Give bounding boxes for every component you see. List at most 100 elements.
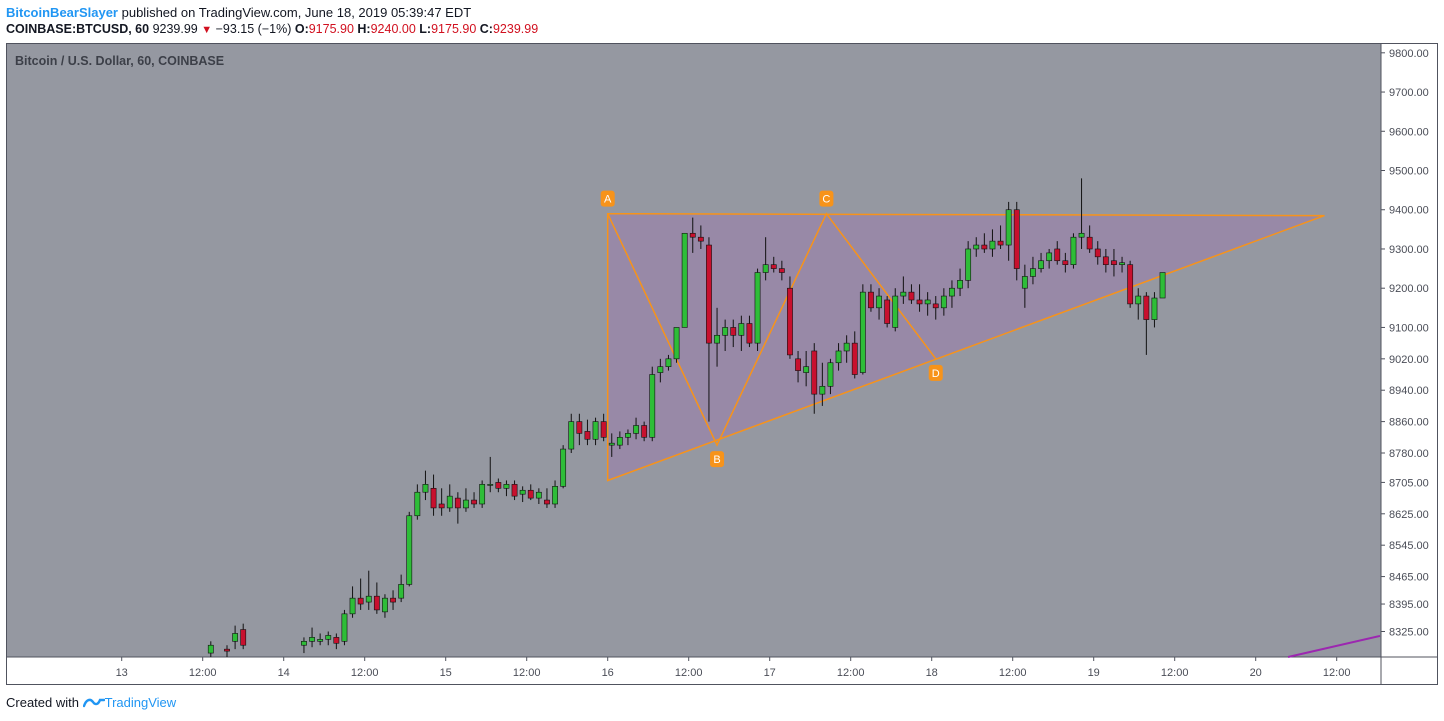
candle[interactable] [1111, 248, 1117, 277]
candle[interactable] [503, 480, 510, 497]
candle[interactable] [357, 578, 364, 610]
candle[interactable] [406, 511, 413, 587]
pattern-point-d[interactable]: D [928, 364, 943, 381]
candle[interactable] [892, 288, 899, 332]
candle[interactable] [706, 237, 712, 422]
candle[interactable] [884, 296, 891, 328]
candle[interactable] [1030, 256, 1036, 285]
candle[interactable] [349, 586, 356, 618]
candle[interactable] [681, 232, 688, 328]
candle[interactable] [430, 474, 437, 516]
candle[interactable] [1094, 241, 1101, 265]
candle[interactable] [770, 256, 777, 273]
candle[interactable] [1135, 288, 1142, 320]
candle[interactable] [722, 319, 729, 351]
chart-area[interactable]: A B C D 9800.00 9700.00 9600.00 9500.00 9400.00… [6, 43, 1438, 685]
candle[interactable] [1151, 292, 1158, 328]
candle[interactable] [689, 217, 696, 253]
candle[interactable] [608, 433, 615, 457]
abcd-pattern[interactable] [607, 212, 937, 447]
candle[interactable] [373, 582, 380, 614]
candle[interactable] [527, 484, 534, 501]
candle[interactable] [382, 594, 388, 618]
candle[interactable] [811, 343, 818, 414]
candle[interactable] [843, 335, 850, 363]
candle[interactable] [949, 280, 955, 308]
candle[interactable] [1021, 264, 1028, 308]
pattern-point-b[interactable]: B [710, 451, 725, 468]
candle[interactable] [803, 350, 810, 387]
candle[interactable] [827, 358, 834, 395]
candle[interactable] [835, 343, 842, 371]
candle[interactable] [568, 413, 575, 453]
candle[interactable] [876, 288, 882, 320]
candle[interactable] [795, 350, 801, 383]
candle[interactable] [973, 237, 980, 257]
candle[interactable] [398, 574, 405, 603]
candle[interactable] [487, 456, 494, 493]
pattern-point-c[interactable]: C [819, 190, 834, 207]
candle[interactable] [301, 637, 307, 654]
candle[interactable] [1046, 248, 1053, 269]
candle[interactable] [309, 627, 315, 648]
candle[interactable] [414, 484, 421, 520]
candle[interactable] [762, 237, 769, 281]
candle[interactable] [495, 478, 502, 493]
candle[interactable] [519, 486, 526, 503]
candle[interactable] [1038, 252, 1044, 273]
candle[interactable] [924, 292, 931, 316]
candle[interactable] [746, 315, 753, 348]
candle[interactable] [317, 633, 324, 646]
author-link[interactable]: BitcoinBearSlayer [6, 5, 118, 20]
candle[interactable] [325, 631, 332, 646]
tradingview-brand[interactable]: TradingView [104, 695, 177, 710]
candle[interactable] [600, 413, 607, 442]
candle[interactable] [584, 419, 591, 446]
candle[interactable] [851, 331, 858, 379]
candle[interactable] [446, 484, 453, 512]
candle[interactable] [560, 445, 567, 489]
candle[interactable] [616, 431, 623, 450]
candle[interactable] [657, 358, 664, 383]
candle[interactable] [1102, 248, 1109, 273]
candle[interactable] [1143, 292, 1150, 355]
candle[interactable] [341, 609, 348, 646]
candle[interactable] [859, 284, 866, 375]
candle[interactable] [1078, 178, 1085, 249]
candle[interactable] [438, 488, 445, 516]
candle[interactable] [390, 590, 396, 610]
candle[interactable] [511, 480, 518, 501]
candle[interactable] [754, 268, 761, 351]
candle[interactable] [649, 366, 656, 442]
candle[interactable] [240, 623, 247, 650]
candle[interactable] [932, 296, 939, 320]
candle[interactable] [207, 641, 214, 657]
candle[interactable] [673, 327, 680, 363]
candle[interactable] [552, 480, 558, 508]
candle[interactable] [819, 362, 826, 406]
candle[interactable] [916, 284, 923, 312]
candle[interactable] [981, 233, 988, 253]
candle[interactable] [957, 268, 963, 297]
candle[interactable] [738, 315, 745, 351]
candle[interactable] [868, 284, 874, 312]
candle[interactable] [422, 470, 429, 501]
candle[interactable] [535, 488, 542, 504]
candle[interactable] [1127, 260, 1134, 308]
candle[interactable] [592, 417, 599, 446]
candle[interactable] [940, 288, 947, 316]
candle[interactable] [900, 276, 907, 304]
candle[interactable] [333, 633, 340, 650]
candle[interactable] [1062, 252, 1069, 273]
candle[interactable] [1086, 225, 1093, 253]
candle[interactable] [1159, 272, 1166, 299]
candle[interactable] [697, 225, 704, 249]
candle[interactable] [479, 480, 486, 508]
candle[interactable] [365, 570, 372, 610]
candle[interactable] [1054, 241, 1061, 265]
candle[interactable] [641, 421, 648, 442]
candle[interactable] [730, 319, 737, 348]
candle[interactable] [1070, 233, 1077, 269]
candle[interactable] [576, 413, 583, 446]
price-axis-background[interactable] [1381, 43, 1438, 657]
